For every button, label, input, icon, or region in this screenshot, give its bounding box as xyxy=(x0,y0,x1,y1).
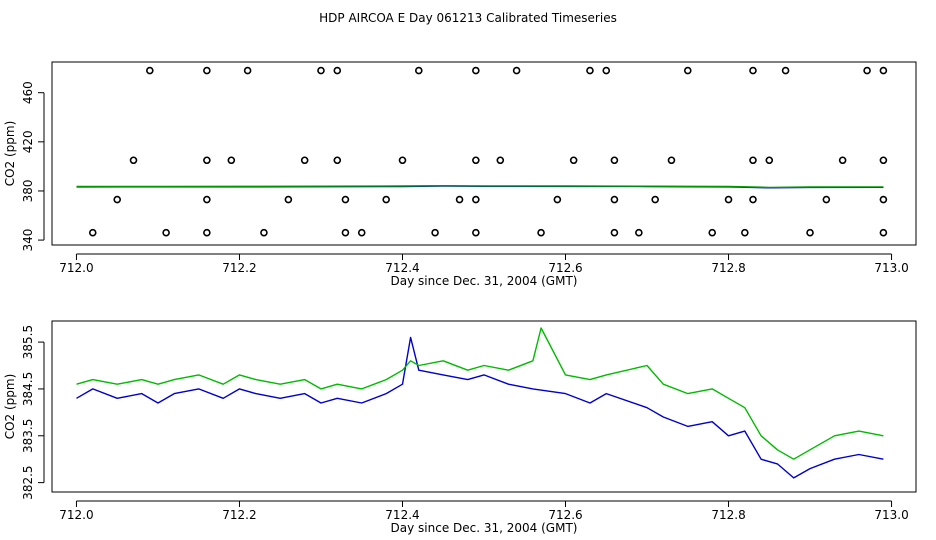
y-tick-label: 382.5 xyxy=(21,465,35,499)
x-tick-label: 712.0 xyxy=(59,508,93,522)
series-line-1 xyxy=(76,327,884,460)
series-line-0 xyxy=(76,336,884,479)
x-tick-label: 712.2 xyxy=(222,508,256,522)
y-tick-label: 460 xyxy=(21,81,35,104)
data-point xyxy=(113,195,122,204)
data-point xyxy=(203,156,211,165)
plot-frame xyxy=(51,61,917,246)
data-point xyxy=(749,156,757,165)
x-tick-label: 712.8 xyxy=(711,261,745,275)
y-tick-label: 383.5 xyxy=(21,419,35,453)
chart-title: HDP AIRCOA E Day 061213 Calibrated Times… xyxy=(319,11,617,25)
data-point xyxy=(382,195,390,204)
data-point xyxy=(203,195,211,204)
x-tick-label: 712.8 xyxy=(711,508,745,522)
data-point xyxy=(129,156,138,165)
data-point xyxy=(162,228,170,237)
data-point xyxy=(455,195,464,204)
x-tick-label: 712.4 xyxy=(385,508,419,522)
bottom-panel: 712.0 712.2 712.4 712.6 712.8 713.0 382.5 383.5… xyxy=(3,320,917,535)
x-tick-label: 712.0 xyxy=(59,261,93,275)
data-point xyxy=(341,228,350,237)
plot-frame xyxy=(51,320,917,493)
data-point xyxy=(635,228,643,237)
data-point xyxy=(472,156,480,165)
x-tick-label: 712.4 xyxy=(385,261,419,275)
series-line-2 xyxy=(76,185,884,189)
data-point xyxy=(472,228,480,237)
data-point xyxy=(431,228,439,237)
data-point xyxy=(227,156,236,165)
x-tick-label: 712.6 xyxy=(548,261,582,275)
data-point xyxy=(300,156,309,165)
data-point xyxy=(822,195,831,204)
data-point xyxy=(398,156,407,165)
data-point xyxy=(317,66,325,75)
data-point xyxy=(651,195,659,204)
data-point xyxy=(203,228,211,237)
data-point xyxy=(749,195,757,204)
data-point xyxy=(333,156,342,165)
top-panel: 712.0 712.2 712.4 712.6 712.8 713.0 340 380 420 4… xyxy=(3,61,917,288)
data-point xyxy=(472,66,480,75)
data-point xyxy=(610,195,619,204)
data-point xyxy=(765,156,774,165)
data-point xyxy=(708,228,717,237)
data-point xyxy=(243,66,252,75)
x-axis-label: Day since Dec. 31, 2004 (GMT) xyxy=(391,521,578,535)
data-point xyxy=(496,156,505,165)
data-point xyxy=(667,156,676,165)
data-point xyxy=(414,66,423,75)
data-point xyxy=(284,195,293,204)
data-point xyxy=(569,156,578,165)
x-tick-label: 712.6 xyxy=(548,508,582,522)
data-point xyxy=(586,66,594,75)
data-point xyxy=(203,66,211,75)
y-axis-label: CO2 (ppm) xyxy=(3,374,17,440)
y-tick-label: 384.5 xyxy=(21,372,35,406)
data-point xyxy=(610,156,619,165)
data-point xyxy=(341,195,350,204)
data-point xyxy=(749,66,757,75)
data-point xyxy=(602,66,611,75)
data-point xyxy=(333,66,342,75)
data-point xyxy=(472,195,480,204)
y-tick-label: 385.5 xyxy=(21,325,35,359)
data-point xyxy=(879,228,888,237)
data-point xyxy=(553,195,562,204)
data-point xyxy=(610,228,619,237)
x-tick-label: 713.0 xyxy=(874,261,908,275)
x-tick-label: 713.0 xyxy=(874,508,908,522)
data-point xyxy=(741,228,749,237)
x-tick-label: 712.2 xyxy=(222,261,256,275)
data-point xyxy=(806,228,814,237)
y-tick-label: 380 xyxy=(21,180,35,203)
data-point xyxy=(879,195,888,204)
data-point xyxy=(879,156,888,165)
data-point xyxy=(863,66,871,75)
data-point xyxy=(838,156,847,165)
data-point xyxy=(260,228,268,237)
data-point xyxy=(537,228,545,237)
data-point xyxy=(88,228,97,237)
data-point xyxy=(683,66,692,75)
data-point xyxy=(879,66,888,75)
y-tick-label: 420 xyxy=(21,130,35,153)
data-point xyxy=(724,195,733,204)
series-0 xyxy=(88,66,888,237)
x-axis-label: Day since Dec. 31, 2004 (GMT) xyxy=(391,274,578,288)
y-axis-label: CO2 (ppm) xyxy=(3,121,17,187)
y-tick-label: 340 xyxy=(21,229,35,252)
data-point xyxy=(146,66,154,75)
data-point xyxy=(512,66,521,75)
data-point xyxy=(781,66,790,75)
data-point xyxy=(357,228,366,237)
